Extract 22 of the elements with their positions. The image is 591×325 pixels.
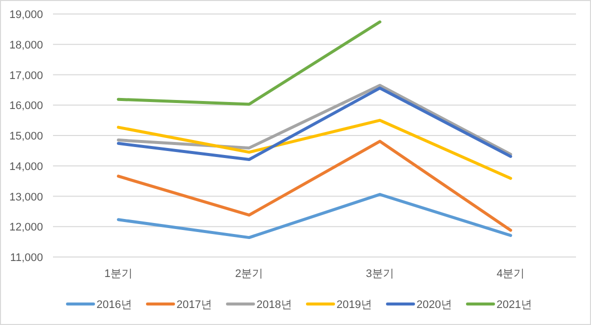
legend-label: 2017년 <box>176 299 212 311</box>
x-tick-label: 4분기 <box>496 268 525 280</box>
y-tick-label: 12,000 <box>9 222 43 234</box>
y-tick-label: 19,000 <box>9 9 43 21</box>
y-tick-label: 18,000 <box>9 39 43 52</box>
y-tick-label: 15,000 <box>9 130 43 142</box>
legend-label: 2016년 <box>96 299 132 311</box>
y-tick-label: 14,000 <box>9 160 43 173</box>
line-series <box>116 140 512 232</box>
legend-label: 2021년 <box>496 299 532 311</box>
y-tick-label: 16,000 <box>9 100 43 112</box>
legend-label: 2019년 <box>336 299 372 311</box>
y-tick-label: 17,000 <box>9 70 43 82</box>
y-tick-label: 11,000 <box>10 252 43 264</box>
line-series <box>116 192 512 240</box>
x-tick-label: 1분기 <box>104 268 132 280</box>
y-tick-label: 13,000 <box>9 191 43 204</box>
x-tick-label: 3분기 <box>366 268 394 280</box>
legend-label: 2018년 <box>256 299 292 311</box>
line-series <box>116 118 512 180</box>
legend-label: 2020년 <box>416 299 452 311</box>
x-tick-label: 2분기 <box>235 268 264 280</box>
